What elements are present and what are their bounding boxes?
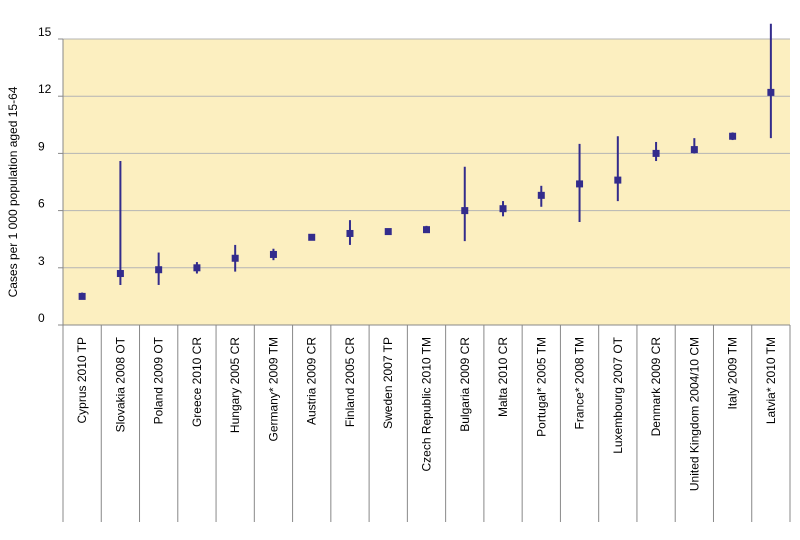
data-point — [767, 88, 775, 96]
data-point — [690, 146, 698, 154]
y-tick-label: 3 — [38, 254, 45, 268]
data-point — [576, 180, 584, 188]
category-labels: Cyprus 2010 TP Slovakia 2008 OT Poland 200… — [75, 336, 778, 491]
axes — [58, 38, 790, 326]
category-label: Poland 2009 OT — [152, 336, 166, 424]
category-label: Czech Republic 2010 TM — [420, 337, 434, 472]
y-tick-label: 12 — [38, 82, 52, 96]
gridlines — [63, 38, 790, 269]
data-point — [346, 229, 354, 237]
category-label: Luxembourg 2007 OT — [611, 336, 625, 453]
category-label: Latvia* 2010 TM — [764, 337, 778, 424]
category-label: Portugal* 2005 TM — [534, 337, 548, 437]
y-tick-labels: 0 3 6 9 12 15 — [38, 25, 52, 325]
category-label: Sweden 2007 TP — [381, 337, 395, 429]
y-tick-label: 0 — [38, 311, 45, 325]
y-axis-title: Cases per 1 000 population aged 15-64 — [6, 86, 20, 297]
y-tick-label: 9 — [38, 139, 45, 153]
category-label: Greece 2010 CR — [190, 337, 204, 427]
data-point — [308, 233, 316, 241]
category-label: Denmark 2009 CR — [649, 337, 663, 437]
category-label: Austria 2009 CR — [305, 337, 319, 425]
data-point — [461, 207, 469, 215]
data-point — [269, 250, 277, 258]
data-point — [384, 228, 392, 236]
category-dividers — [62, 325, 791, 522]
data-point — [193, 264, 201, 272]
data-point — [537, 191, 545, 199]
category-label: Hungary 2005 CR — [228, 337, 242, 433]
category-label: Slovakia 2008 OT — [113, 336, 127, 432]
category-label: Italy 2009 TM — [726, 337, 740, 409]
data-point — [231, 254, 239, 262]
category-label: United Kingdom 2004/10 CM — [687, 337, 701, 491]
category-label: Germany* 2009 TM — [266, 337, 280, 442]
data-point — [614, 176, 622, 184]
data-point — [78, 292, 86, 300]
data-point — [499, 205, 507, 213]
plot-background — [63, 39, 790, 325]
data-point — [155, 266, 163, 274]
data-point — [423, 226, 430, 234]
y-tick-label: 6 — [38, 197, 45, 211]
category-label: Malta 2010 CR — [496, 337, 510, 417]
category-label: Finland 2005 CR — [343, 337, 357, 427]
data-point — [729, 132, 737, 140]
category-label: Bulgaria 2009 CR — [458, 337, 472, 432]
data-point — [116, 270, 124, 278]
data-point — [652, 149, 660, 157]
y-tick-label: 15 — [38, 25, 52, 39]
category-label: Cyprus 2010 TP — [75, 337, 89, 424]
category-label: France* 2008 TM — [573, 337, 587, 430]
data-marks — [78, 23, 775, 300]
